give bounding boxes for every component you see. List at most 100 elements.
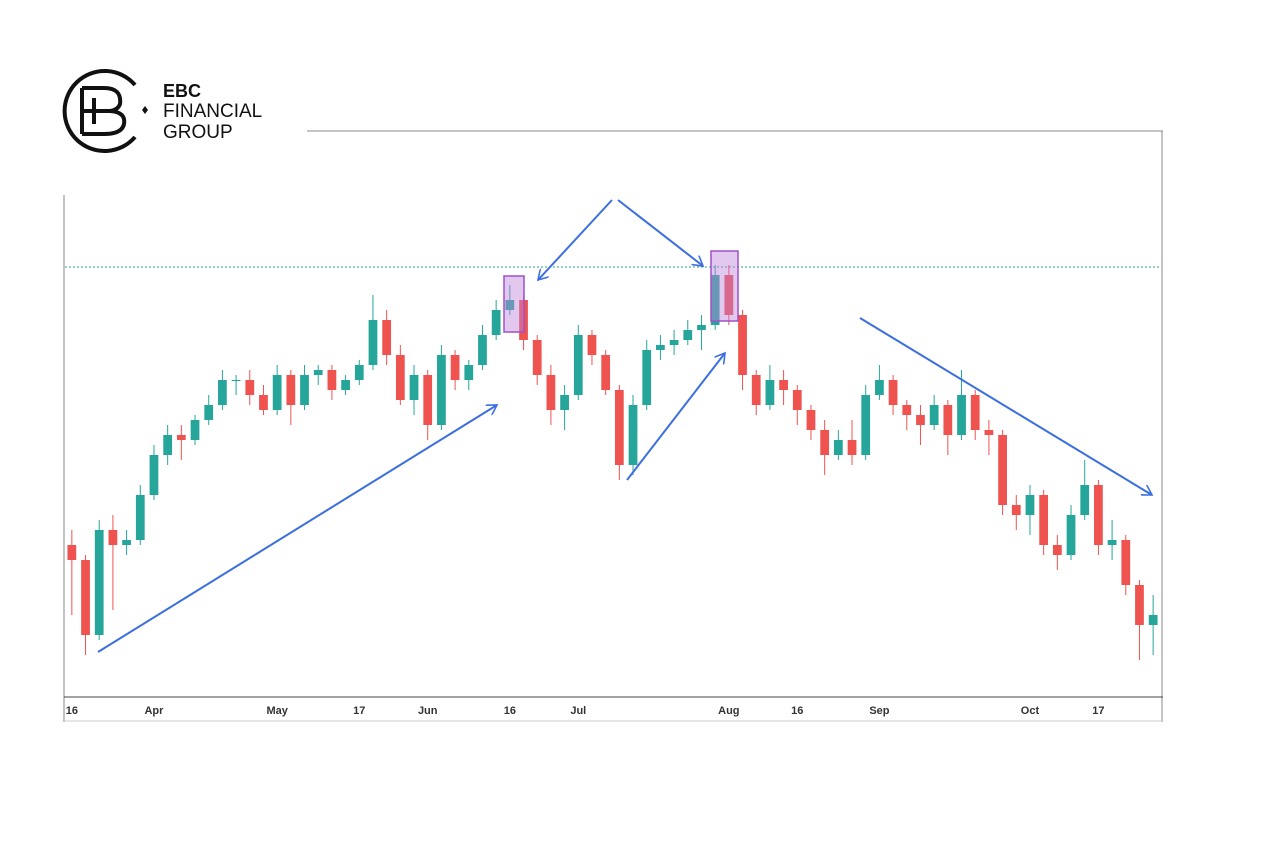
plot-area: 16 Apr May 17 Jun 16 Jul Aug 16 Sep Oct 17 xyxy=(65,265,1160,717)
candle-body xyxy=(218,380,227,405)
candle-body xyxy=(313,370,323,375)
candle-body xyxy=(478,335,487,365)
candle-body xyxy=(437,355,446,425)
candle-body xyxy=(81,560,90,635)
candle-body xyxy=(1080,485,1090,515)
candle-body xyxy=(491,310,501,335)
candle-body xyxy=(697,325,706,330)
x-tick-label: May xyxy=(266,705,288,717)
candle-body xyxy=(341,380,350,390)
x-tick-label: Jun xyxy=(418,705,438,717)
candle-body xyxy=(943,405,953,435)
candle-body xyxy=(122,540,131,545)
x-tick-label: 17 xyxy=(353,705,365,717)
candle-body xyxy=(108,530,118,545)
candle-body xyxy=(286,375,296,405)
candle-body xyxy=(875,380,884,395)
candle-body xyxy=(710,275,720,325)
candle-body xyxy=(423,375,433,425)
candle-body xyxy=(820,430,830,455)
candle-body xyxy=(656,345,665,350)
candle-body xyxy=(669,340,679,345)
candle-body xyxy=(1052,545,1062,555)
candle-body xyxy=(1121,540,1131,585)
candle-body xyxy=(751,375,761,405)
brand-line: GROUP xyxy=(163,122,233,143)
logo xyxy=(62,69,148,153)
candle-body xyxy=(204,405,214,420)
candle-body xyxy=(259,395,268,410)
x-tick-label: Aug xyxy=(718,705,739,717)
x-tick-label: 16 xyxy=(791,705,803,717)
candle-body xyxy=(806,410,816,430)
candle-body xyxy=(450,355,460,380)
candle-body xyxy=(902,405,912,415)
candle-body xyxy=(573,335,583,395)
frame xyxy=(63,130,1163,722)
brand-line: FINANCIAL xyxy=(163,101,262,122)
x-tick-label: Sep xyxy=(869,705,889,717)
candle-body xyxy=(916,415,925,425)
candle-body xyxy=(888,380,898,405)
candle-body xyxy=(1025,495,1035,515)
candle-body xyxy=(1066,515,1076,555)
candle-body xyxy=(560,395,569,410)
candle-body xyxy=(779,380,788,390)
candle-body xyxy=(1107,540,1117,545)
x-tick-label: 16 xyxy=(504,705,516,717)
x-tick-label: Apr xyxy=(144,705,164,717)
candle-body xyxy=(738,315,747,375)
candle-body xyxy=(94,530,104,635)
candle-body xyxy=(1039,495,1049,545)
candle-body xyxy=(464,365,474,380)
candle-body xyxy=(1011,505,1021,515)
candle-body xyxy=(300,375,309,405)
candle-body xyxy=(998,435,1007,505)
candle-body xyxy=(847,440,857,455)
trend-arrows xyxy=(97,199,1152,653)
candle-body xyxy=(614,390,624,465)
x-tick-label: Jul xyxy=(570,705,586,717)
candle-body xyxy=(861,395,871,455)
candle-body xyxy=(833,440,843,455)
candle-body xyxy=(1148,615,1158,625)
candle-body xyxy=(368,320,378,365)
candle-body xyxy=(231,380,241,381)
candle-body xyxy=(382,320,392,355)
candle-body xyxy=(272,375,282,410)
x-tick-label: Oct xyxy=(1021,705,1040,717)
brand-line: EBC xyxy=(163,81,201,101)
candle-body xyxy=(546,375,556,410)
highlights xyxy=(503,250,739,333)
candle-body xyxy=(765,380,775,405)
candle-body xyxy=(176,435,186,440)
candle-body xyxy=(135,495,145,540)
candle-body xyxy=(984,430,994,435)
candle-body xyxy=(190,420,200,440)
candle-body xyxy=(354,365,364,380)
x-tick-label: 17 xyxy=(1092,705,1104,717)
candle-body xyxy=(1135,585,1144,625)
candle-body xyxy=(957,395,966,435)
candle-body xyxy=(642,350,652,405)
candle-body xyxy=(532,340,542,375)
candle-body xyxy=(587,335,597,355)
candle-body xyxy=(929,405,939,425)
candle-body xyxy=(505,300,515,310)
candle-body xyxy=(683,330,693,340)
candle-body xyxy=(409,375,419,400)
candle-body xyxy=(149,455,159,495)
candle-body xyxy=(245,380,255,395)
candle-body xyxy=(1094,485,1103,545)
candle-body xyxy=(395,355,405,400)
candle-body xyxy=(970,395,980,430)
x-tick-label: 16 xyxy=(66,705,78,717)
candle-body xyxy=(67,545,77,560)
candle-body xyxy=(327,370,337,390)
candle-body xyxy=(724,275,734,315)
candle-body xyxy=(163,435,173,455)
candle-body xyxy=(601,355,611,390)
candle-body xyxy=(628,405,638,465)
candle-body xyxy=(792,390,802,410)
